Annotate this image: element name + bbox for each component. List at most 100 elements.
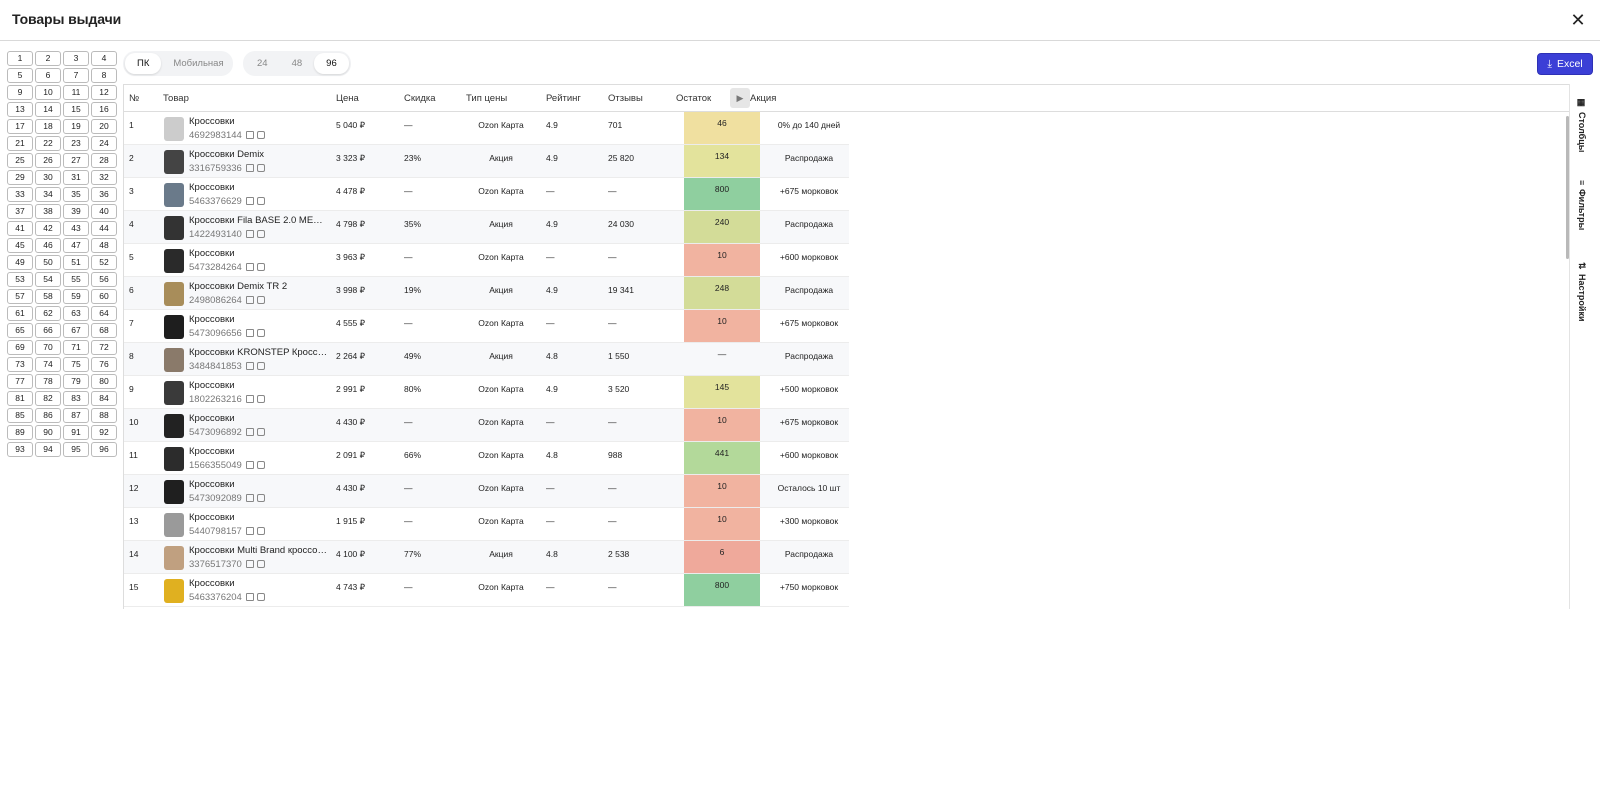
page-number-button[interactable]: 31 [63,170,89,185]
col-num[interactable]: № [129,93,140,104]
page-number-button[interactable]: 43 [63,221,89,236]
product-thumbnail[interactable] [164,150,184,174]
copy-icon[interactable] [246,395,254,403]
product-thumbnail[interactable] [164,447,184,471]
external-link-icon[interactable] [257,494,265,502]
table-row[interactable]: 7 Кроссовки 5473096656 4 555 ₽ — Ozon Ка… [124,310,849,343]
external-link-icon[interactable] [257,428,265,436]
table-row[interactable]: 6 Кроссовки Demix TR 2 2498086264 3 998 … [124,277,849,310]
product-thumbnail[interactable] [164,381,184,405]
product-name[interactable]: Кроссовки Multi Brand кроссовки [189,545,329,556]
page-number-button[interactable]: 57 [7,289,33,304]
product-thumbnail[interactable] [164,480,184,504]
page-number-button[interactable]: 58 [35,289,61,304]
product-thumbnail[interactable] [164,117,184,141]
product-name[interactable]: Кроссовки Fila BASE 2.0 MESH M [189,215,329,226]
page-number-button[interactable]: 18 [35,119,61,134]
table-row[interactable]: 2 Кроссовки Demix 3316759336 3 323 ₽ 23%… [124,145,849,178]
col-price-type[interactable]: Тип цены [466,93,508,104]
product-thumbnail[interactable] [164,183,184,207]
page-number-button[interactable]: 54 [35,272,61,287]
page-number-button[interactable]: 85 [7,408,33,423]
product-thumbnail[interactable] [164,546,184,570]
page-number-button[interactable]: 63 [63,306,89,321]
external-link-icon[interactable] [257,362,265,370]
page-number-button[interactable]: 87 [63,408,89,423]
page-number-button[interactable]: 28 [91,153,117,168]
table-row[interactable]: 8 Кроссовки KRONSTEP Кроссовки 348484185… [124,343,849,376]
copy-icon[interactable] [246,230,254,238]
page-number-button[interactable]: 2 [35,51,61,66]
product-name[interactable]: Кроссовки [189,248,235,259]
page-number-button[interactable]: 81 [7,391,33,406]
page-number-button[interactable]: 16 [91,102,117,117]
page-number-button[interactable]: 77 [7,374,33,389]
external-link-icon[interactable] [257,527,265,535]
product-thumbnail[interactable] [164,216,184,240]
page-number-button[interactable]: 37 [7,204,33,219]
page-number-button[interactable]: 53 [7,272,33,287]
page-number-button[interactable]: 10 [35,85,61,100]
external-link-icon[interactable] [257,164,265,172]
page-number-button[interactable]: 46 [35,238,61,253]
page-number-button[interactable]: 3 [63,51,89,66]
page-number-button[interactable]: 36 [91,187,117,202]
page-number-button[interactable]: 51 [63,255,89,270]
page-number-button[interactable]: 23 [63,136,89,151]
count-option-24[interactable]: 24 [257,58,268,69]
page-number-button[interactable]: 42 [35,221,61,236]
external-link-icon[interactable] [257,230,265,238]
page-number-button[interactable]: 26 [35,153,61,168]
page-number-button[interactable]: 68 [91,323,117,338]
page-number-button[interactable]: 86 [35,408,61,423]
page-number-button[interactable]: 12 [91,85,117,100]
page-number-button[interactable]: 15 [63,102,89,117]
product-name[interactable]: Кроссовки [189,380,235,391]
excel-button[interactable]: ⤓ Excel [1537,53,1593,75]
page-number-button[interactable]: 84 [91,391,117,406]
product-name[interactable]: Кроссовки Demix TR 2 [189,281,288,292]
copy-icon[interactable] [246,362,254,370]
copy-icon[interactable] [246,527,254,535]
product-thumbnail[interactable] [164,513,184,537]
page-number-button[interactable]: 62 [35,306,61,321]
page-number-button[interactable]: 13 [7,102,33,117]
expand-column-icon[interactable]: ▶ [730,88,750,108]
page-number-button[interactable]: 76 [91,357,117,372]
sidebar-filters[interactable]: ≡ Фильтры [1572,180,1592,231]
page-number-button[interactable]: 69 [7,340,33,355]
page-number-button[interactable]: 94 [35,442,61,457]
page-number-button[interactable]: 74 [35,357,61,372]
page-number-button[interactable]: 70 [35,340,61,355]
page-number-button[interactable]: 52 [91,255,117,270]
page-number-button[interactable]: 27 [63,153,89,168]
external-link-icon[interactable] [257,197,265,205]
page-number-button[interactable]: 91 [63,425,89,440]
external-link-icon[interactable] [257,593,265,601]
external-link-icon[interactable] [257,296,265,304]
col-price[interactable]: Цена [336,93,359,104]
table-row[interactable]: 4 Кроссовки Fila BASE 2.0 MESH M 1422493… [124,211,849,244]
copy-icon[interactable] [246,263,254,271]
page-number-button[interactable]: 30 [35,170,61,185]
page-number-button[interactable]: 82 [35,391,61,406]
page-number-button[interactable]: 88 [91,408,117,423]
page-number-button[interactable]: 61 [7,306,33,321]
page-number-button[interactable]: 19 [63,119,89,134]
product-name[interactable]: Кроссовки KRONSTEP Кроссовки [189,347,329,358]
copy-icon[interactable] [246,494,254,502]
page-number-button[interactable]: 9 [7,85,33,100]
product-name[interactable]: Кроссовки [189,413,235,424]
page-number-button[interactable]: 72 [91,340,117,355]
page-number-button[interactable]: 39 [63,204,89,219]
product-name[interactable]: Кроссовки [189,479,235,490]
page-number-button[interactable]: 49 [7,255,33,270]
product-name[interactable]: Кроссовки [189,116,235,127]
page-number-button[interactable]: 55 [63,272,89,287]
external-link-icon[interactable] [257,131,265,139]
page-number-button[interactable]: 44 [91,221,117,236]
page-number-button[interactable]: 79 [63,374,89,389]
external-link-icon[interactable] [257,560,265,568]
page-number-button[interactable]: 80 [91,374,117,389]
table-row[interactable]: 13 Кроссовки 5440798157 1 915 ₽ — Ozon К… [124,508,849,541]
